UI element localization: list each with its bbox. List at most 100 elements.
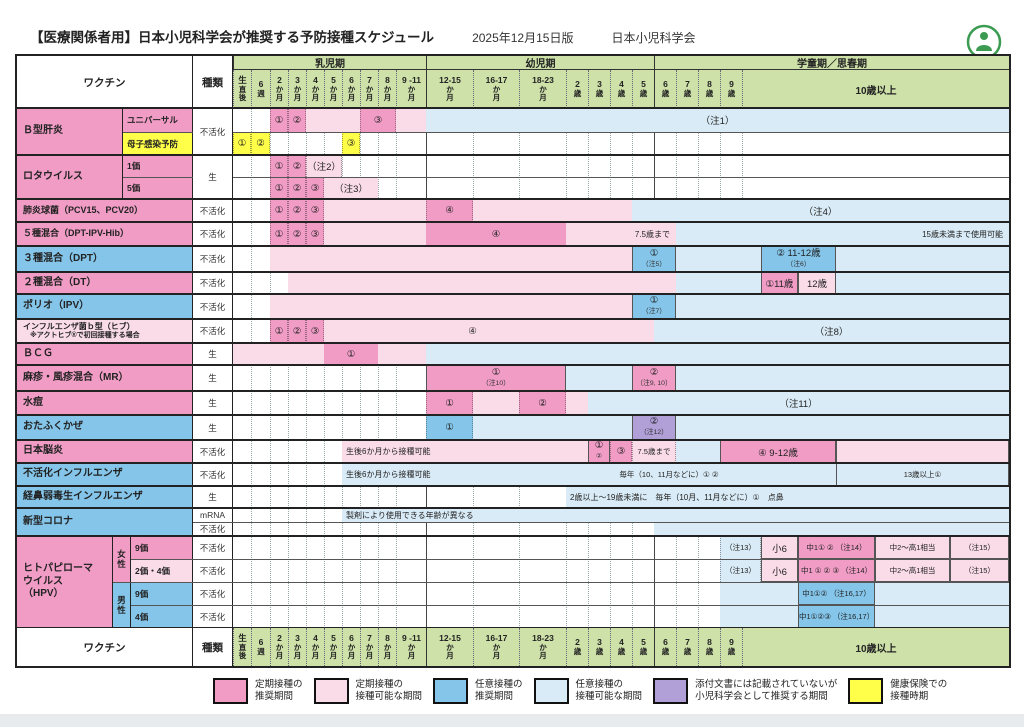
- schedule-band: ②: [519, 391, 566, 415]
- period-group-header: 学童期／思春期: [654, 56, 1009, 70]
- schedule-period-band: [288, 272, 676, 294]
- row-border: [17, 390, 1009, 392]
- row-border: [233, 132, 1009, 133]
- vaccine-type-cell: 不活化: [193, 522, 233, 536]
- age-column-header: 9 -11 か月: [396, 70, 426, 108]
- schedule-band: ②: [288, 155, 306, 177]
- row-border: [17, 507, 1009, 509]
- schedule-band: （注2）: [306, 155, 342, 177]
- schedule-period-band: 製剤により使用できる年齢が異なる: [342, 508, 1009, 522]
- schedule-band: （注3）: [324, 177, 378, 199]
- row-border: [193, 522, 1009, 523]
- age-column-header: 18-23 か月: [519, 70, 566, 108]
- row-border: [17, 485, 1009, 487]
- schedule-band: ③: [306, 199, 324, 222]
- schedule-band: ①: [270, 319, 288, 343]
- vaccine-subtype-cell: 1価: [123, 155, 193, 177]
- legend-swatch-lblue: [533, 678, 569, 704]
- schedule-band: ② 11-12歳 （注6）: [761, 246, 836, 272]
- schedule-period-band: [426, 343, 1009, 365]
- schedule-period-band: [324, 222, 426, 246]
- row-border: [17, 271, 1009, 273]
- vaccine-type-cell: 不活化: [193, 108, 233, 155]
- row-border: [17, 107, 1009, 109]
- schedule-band: ②: [288, 199, 306, 222]
- schedule-period-band: [270, 294, 632, 319]
- vaccine-subtype-cell: 母子感染予防: [123, 132, 193, 155]
- schedule-band: ②: [288, 222, 306, 246]
- age-column-footer: 9 -11 か月: [396, 628, 426, 666]
- legend-label: 定期接種の 推奨期間: [255, 678, 303, 702]
- schedule-band: ① （注7）: [632, 294, 676, 319]
- vaccine-name-cell: ポリオ（IPV）: [17, 294, 193, 319]
- row-border: [17, 154, 1009, 156]
- row-border: [17, 439, 1009, 441]
- legend-item: 任意接種の 推奨期間: [433, 678, 523, 704]
- grid-line: [378, 108, 379, 628]
- vaccine-subtype-cell: 4価: [131, 605, 193, 628]
- row-border: [17, 535, 1009, 537]
- vaccine-type-cell: 不活化: [193, 605, 233, 628]
- schedule-band: 中1① ② （注14）: [798, 536, 875, 559]
- grid-line: [251, 108, 252, 628]
- vaccine-type-cell: 不活化: [193, 272, 233, 294]
- row-border: [17, 221, 1009, 223]
- schedule-band: 中1①②③ （注16,17）: [798, 605, 875, 628]
- schedule-band: ① （注5）: [632, 246, 676, 272]
- vaccine-type-cell: 生: [193, 391, 233, 415]
- grid-line: [360, 108, 361, 628]
- legend-swatch-pink: [213, 678, 248, 704]
- vaccine-type-cell: 不活化: [193, 463, 233, 486]
- schedule-period-band: [676, 440, 720, 463]
- schedule-band: ① （注10）: [426, 365, 566, 391]
- age-column-footer: 16-17 か月: [473, 628, 519, 666]
- schedule-period-band: 2歳以上〜19歳未満に 毎年（10月、11月などに）① 点鼻: [566, 486, 1009, 508]
- schedule-period-band: [676, 246, 1009, 272]
- schedule-band: （注15）: [950, 559, 1009, 582]
- schedule-period-band: [473, 391, 519, 415]
- row-border: [17, 293, 1009, 295]
- schedule-band: ③: [342, 132, 360, 155]
- schedule-band: ①: [270, 199, 288, 222]
- vaccine-type-cell: 生: [193, 343, 233, 365]
- bottom-strip: [0, 714, 1024, 727]
- vaccine-name-cell: インフルエンザ菌ｂ型（ヒブ） ※アクトヒブ®で初回接種する場合: [17, 319, 193, 343]
- schedule-period-band: 15歳未満まで使用可能: [676, 222, 1009, 246]
- schedule-band: ①: [426, 415, 473, 440]
- vaccine-name-cell: 水痘: [17, 391, 193, 415]
- schedule-band: ②: [288, 177, 306, 199]
- vaccine-type-cell: 不活化: [193, 559, 233, 582]
- schedule-band: （注8）: [654, 319, 1009, 343]
- schedule-period-band: [473, 199, 632, 222]
- schedule-period-band: [396, 108, 426, 132]
- period-group-header: 乳児期: [233, 56, 426, 70]
- age-column-footer: 18-23 か月: [519, 628, 566, 666]
- schedule-band: ①: [324, 343, 378, 365]
- legend-label: 健康保険での 接種時期: [890, 678, 948, 702]
- schedule-band: ③: [306, 319, 324, 343]
- row-border: [123, 177, 193, 178]
- schedule-band: ③: [610, 440, 632, 463]
- version-date: 2025年12月15日版: [472, 31, 574, 45]
- row-border: [17, 198, 1009, 200]
- vaccine-name-cell: 日本脳炎: [17, 440, 193, 463]
- legend-swatch-yellow: [848, 678, 884, 704]
- schedule-band: 生後6か月から接種可能 毎年（10、11月などに）① ②: [342, 463, 836, 486]
- row-border: [17, 318, 1009, 320]
- schedule-band: ④: [426, 199, 473, 222]
- page-title: 【医療関係者用】日本小児科学会が推奨する予防接種スケジュール: [30, 30, 435, 45]
